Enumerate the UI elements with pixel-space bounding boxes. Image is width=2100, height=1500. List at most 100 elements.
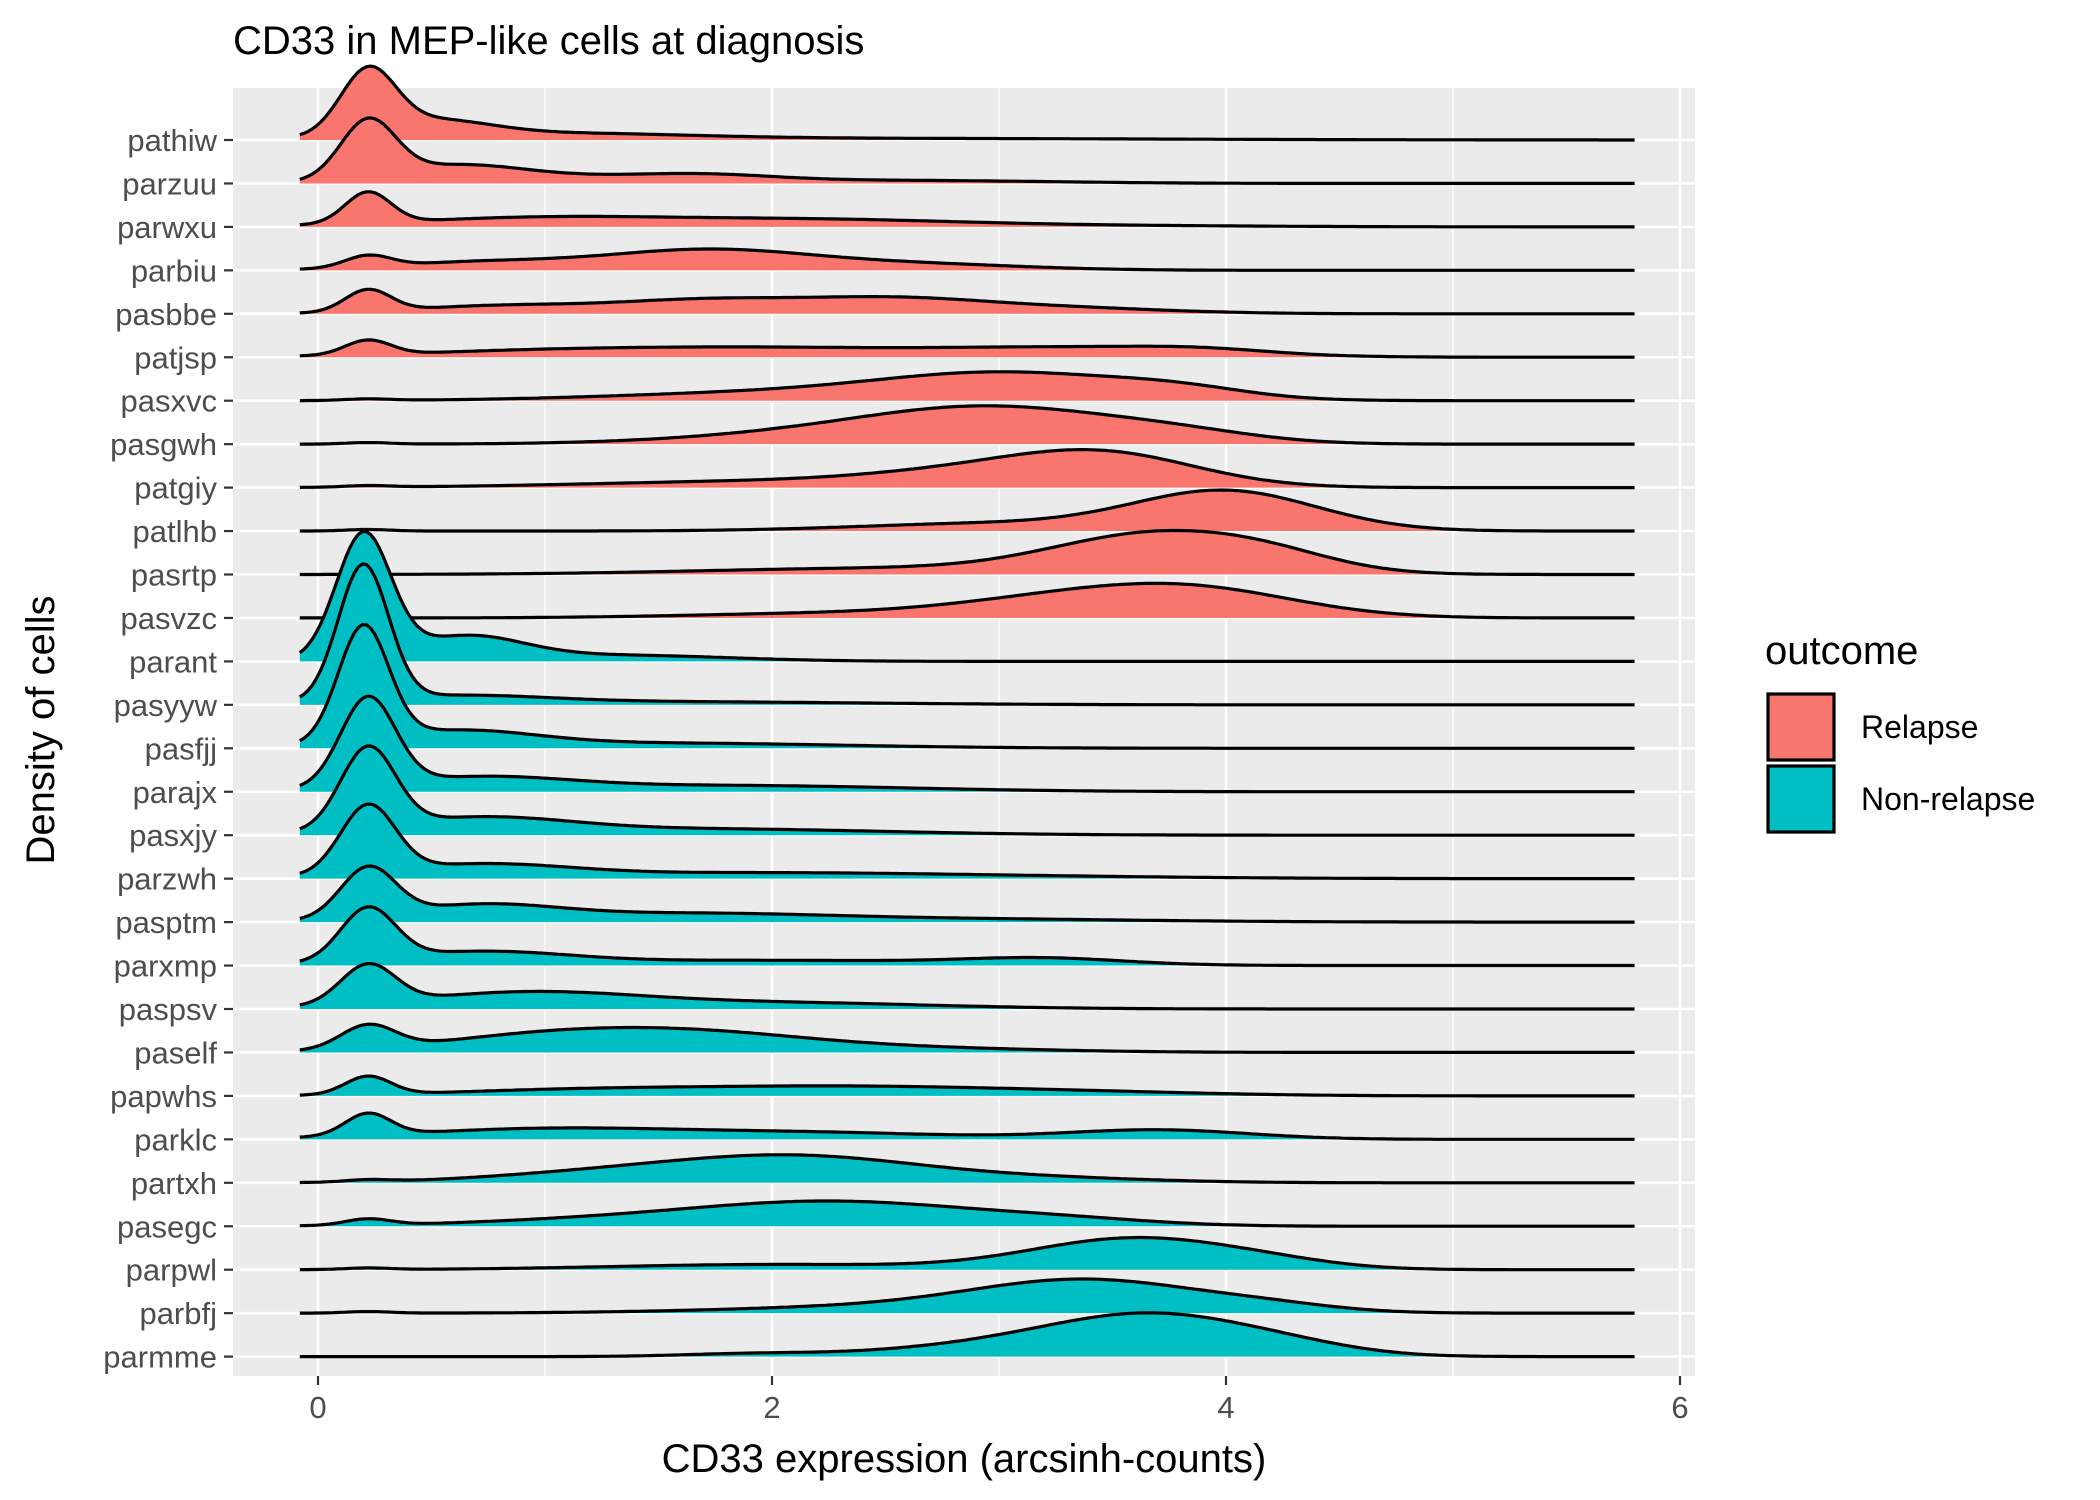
x-tick-label: 4 bbox=[1217, 1390, 1234, 1425]
ridge-pathiw bbox=[299, 64, 1635, 142]
legend-title: outcome bbox=[1765, 629, 1918, 673]
ridge-outline bbox=[299, 338, 1635, 359]
y-tick-label: pasrtp bbox=[131, 558, 217, 593]
ridge-fill bbox=[299, 1201, 1635, 1227]
y-tick-label: papwhs bbox=[110, 1079, 217, 1114]
ridge-pasgwh bbox=[299, 404, 1635, 446]
ridge-paspsv bbox=[299, 962, 1635, 1011]
y-tick-label: pasgwh bbox=[110, 427, 217, 462]
ridge-fill bbox=[299, 117, 1635, 184]
y-tick-label: parpwl bbox=[126, 1253, 217, 1288]
y-tick-label: patlhb bbox=[133, 514, 217, 549]
ridge-pasvzc bbox=[299, 581, 1635, 620]
y-tick-label: parklc bbox=[134, 1122, 217, 1157]
ridge-parbfj bbox=[299, 1277, 1635, 1315]
ridge-pasbbe bbox=[299, 287, 1635, 316]
ridge-outline bbox=[299, 1235, 1635, 1272]
y-tick-label: parbiu bbox=[131, 253, 217, 288]
x-tick-label: 2 bbox=[763, 1390, 780, 1425]
y-tick-label: parmme bbox=[103, 1340, 217, 1375]
y-tick-label: pasbbe bbox=[115, 297, 217, 332]
ridge-outline bbox=[299, 116, 1635, 185]
ridge-fill bbox=[299, 866, 1635, 923]
ridge-parant bbox=[298, 530, 1635, 663]
ridge-patjsp bbox=[299, 338, 1635, 359]
ridge-parwxu bbox=[299, 190, 1635, 229]
ridge-outline bbox=[299, 1022, 1635, 1054]
ridge-pasxvc bbox=[299, 370, 1635, 403]
ridge-pasegc bbox=[299, 1199, 1635, 1228]
ridge-fill bbox=[299, 1279, 1635, 1314]
ridge-fill bbox=[299, 530, 1635, 575]
ridge-fill bbox=[299, 1154, 1635, 1183]
ridge-pasfjj bbox=[298, 623, 1635, 750]
ridge-fill bbox=[299, 804, 1635, 879]
ridge-fill bbox=[299, 746, 1635, 836]
ridge-outline bbox=[299, 802, 1635, 881]
ridges bbox=[298, 64, 1635, 1359]
ridge-outline bbox=[299, 448, 1635, 490]
ridge-outline bbox=[298, 623, 1635, 750]
legend-label: Relapse bbox=[1861, 709, 1978, 745]
ridge-parpwl bbox=[299, 1235, 1635, 1272]
x-axis-title: CD33 expression (arcsinh-counts) bbox=[662, 1437, 1267, 1481]
ridge-parbiu bbox=[299, 247, 1635, 272]
ridge-fill bbox=[299, 449, 1635, 488]
legend: outcome Relapse Non-relapse bbox=[1765, 629, 2035, 834]
ridge-outline bbox=[299, 694, 1635, 794]
ridge-outline bbox=[299, 528, 1635, 577]
y-tick-label: pasegc bbox=[117, 1209, 217, 1244]
chart-title: CD33 in MEP-like cells at diagnosis bbox=[233, 19, 864, 63]
ridge-fill bbox=[299, 1237, 1635, 1270]
ridge-fill bbox=[299, 963, 1635, 1009]
y-tick-label: parzwh bbox=[117, 862, 217, 897]
y-tick-label: pasxjy bbox=[129, 818, 217, 853]
ridge-fill bbox=[299, 1113, 1635, 1140]
y-tick-label: pasfjj bbox=[145, 731, 217, 766]
ridge-patgiy bbox=[299, 448, 1635, 490]
y-tick-label: partxh bbox=[131, 1166, 217, 1201]
ridge-fill bbox=[299, 371, 1635, 401]
ridge-outline bbox=[299, 247, 1635, 272]
x-tick-label: 6 bbox=[1671, 1390, 1688, 1425]
ridge-outline bbox=[299, 370, 1635, 403]
y-tick-label: paspsv bbox=[119, 992, 218, 1027]
ridge-fill bbox=[299, 906, 1635, 966]
ridge-outline bbox=[299, 1111, 1635, 1141]
ridge-outline bbox=[299, 190, 1635, 229]
y-tick-label: pasxvc bbox=[121, 384, 217, 419]
ridge-fill bbox=[299, 405, 1635, 445]
ridge-pasrtp bbox=[299, 528, 1635, 577]
y-tick-label: pasyyw bbox=[114, 688, 218, 723]
ridge-paself bbox=[299, 1022, 1635, 1054]
ridge-fill bbox=[299, 66, 1635, 140]
ridge-fill bbox=[299, 531, 1635, 662]
legend-swatch-relapse bbox=[1766, 692, 1836, 762]
y-tick-label: parajx bbox=[133, 775, 218, 810]
ridge-parzwh bbox=[299, 802, 1635, 881]
y-tick-label: patjsp bbox=[134, 340, 217, 375]
legend-label: Non-relapse bbox=[1861, 781, 2035, 817]
ridge-parxmp bbox=[299, 905, 1635, 968]
legend-swatch-non-relapse bbox=[1766, 764, 1836, 834]
y-tick-label: patgiy bbox=[134, 471, 217, 506]
ridge-outline bbox=[299, 1199, 1635, 1228]
ridge-fill bbox=[299, 490, 1635, 532]
ridge-pasyyw bbox=[298, 562, 1635, 707]
ridge-pasptm bbox=[299, 864, 1635, 924]
ridge-pasxjy bbox=[299, 744, 1635, 837]
ridge-outline bbox=[299, 1074, 1635, 1098]
ridge-outline bbox=[299, 64, 1635, 142]
ridge-partxh bbox=[299, 1153, 1635, 1185]
ridge-fill bbox=[299, 583, 1635, 618]
ridge-patlhb bbox=[299, 488, 1635, 533]
y-tick-label: pasvzc bbox=[121, 601, 217, 636]
ridge-outline bbox=[299, 1311, 1635, 1359]
y-axis-title: Density of cells bbox=[19, 596, 63, 865]
y-tick-label: pathiw bbox=[127, 123, 217, 158]
ridge-fill bbox=[299, 1024, 1635, 1053]
ridge-outline bbox=[299, 287, 1635, 316]
y-tick-label: pasptm bbox=[115, 905, 217, 940]
ridge-outline bbox=[299, 404, 1635, 446]
